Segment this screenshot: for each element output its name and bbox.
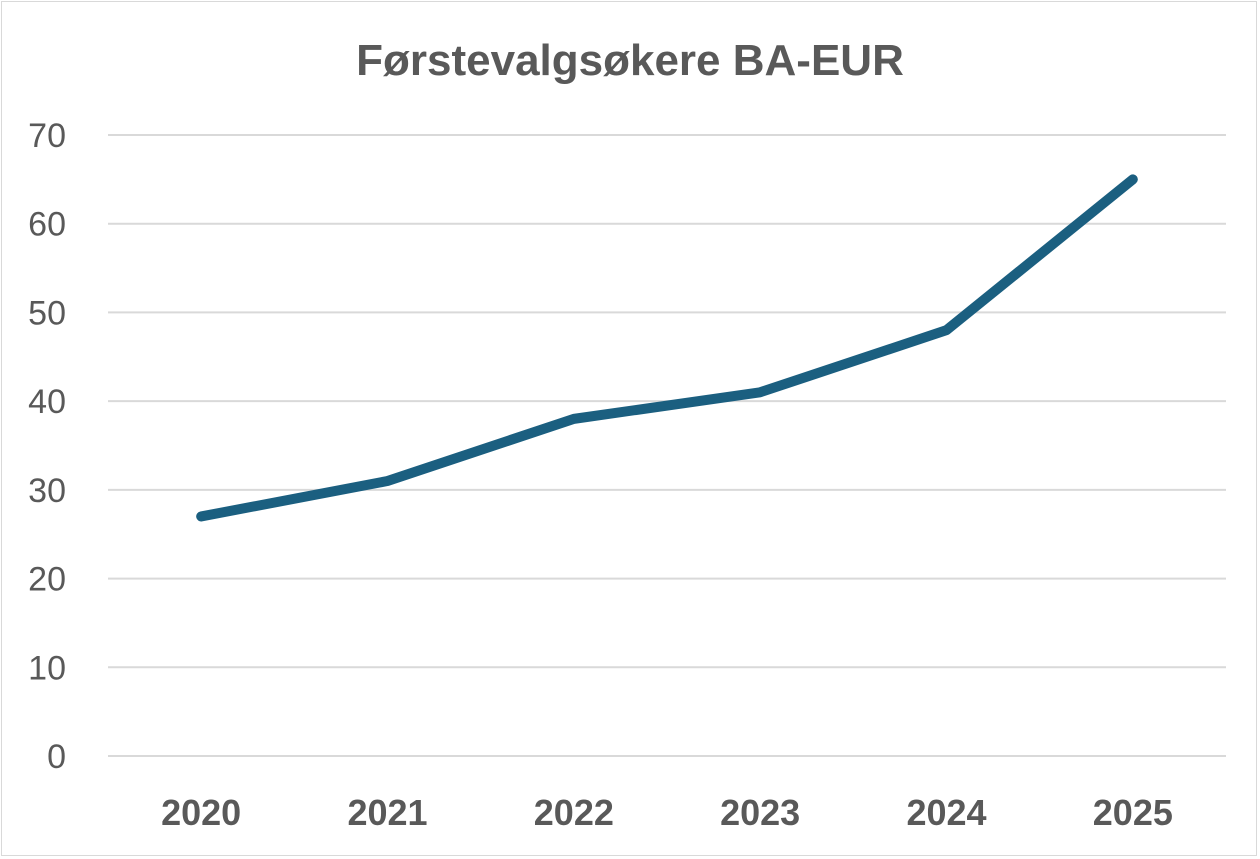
y-tick-label: 10 — [28, 649, 66, 687]
y-tick-label: 0 — [47, 738, 66, 776]
x-tick-label: 2023 — [720, 792, 800, 833]
y-tick-label: 70 — [28, 117, 66, 155]
y-tick-label: 40 — [28, 383, 66, 421]
x-tick-label: 2022 — [534, 792, 614, 833]
chart-title: Førstevalgsøkere BA-EUR — [356, 36, 904, 85]
y-tick-label: 60 — [28, 206, 66, 244]
x-tick-label: 2021 — [347, 792, 427, 833]
x-tick-label: 2025 — [1093, 792, 1173, 833]
x-tick-label: 2024 — [906, 792, 986, 833]
y-tick-label: 30 — [28, 472, 66, 510]
x-axis-ticks: 2020 2021 2022 2023 2024 2025 — [161, 792, 1173, 833]
y-axis-ticks: 0 10 20 30 40 50 60 70 — [28, 117, 66, 776]
y-tick-label: 50 — [28, 294, 66, 332]
series-line-0 — [196, 174, 1138, 522]
gridlines — [108, 134, 1226, 757]
x-tick-label: 2020 — [161, 792, 241, 833]
y-tick-label: 20 — [28, 561, 66, 599]
series-lines — [196, 174, 1138, 522]
